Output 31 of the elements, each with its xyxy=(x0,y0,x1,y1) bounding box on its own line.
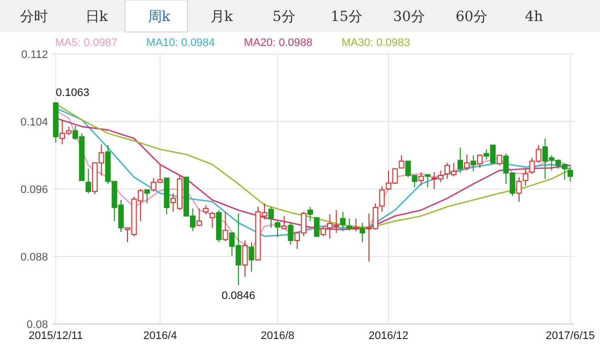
text: MA10: 0.0984 xyxy=(146,37,215,49)
text: 周k xyxy=(148,9,171,25)
text: 5分 xyxy=(272,9,296,25)
y-tick-label: 0.096 xyxy=(20,184,48,196)
text: 60分 xyxy=(456,9,488,25)
x-tick-label: 2016/12 xyxy=(368,330,408,342)
annotation: 0.0846 xyxy=(222,290,256,302)
candlestick xyxy=(248,242,254,272)
x-tick-label: 2015/12/11 xyxy=(28,330,83,342)
text: 15分 xyxy=(330,9,362,25)
annotation: 0.1063 xyxy=(56,87,90,100)
candlestick xyxy=(522,168,528,186)
text: MA30: 0.0983 xyxy=(342,37,410,49)
candlestick xyxy=(242,240,248,278)
y-tick-label: 0.08 xyxy=(26,318,48,331)
text: 日k xyxy=(85,9,108,25)
y-tick-label: 0.104 xyxy=(20,116,48,128)
x-tick-label: 2016/8 xyxy=(260,330,294,342)
text: MA5: 0.0987 xyxy=(55,37,118,49)
text: MA20: 0.0988 xyxy=(244,37,312,49)
x-tick-label: 2017/6/15 xyxy=(546,330,595,342)
text: 分时 xyxy=(20,9,48,25)
y-tick-label: 0.112 xyxy=(21,48,48,61)
text: 30分 xyxy=(393,9,425,25)
candlestick xyxy=(268,206,274,228)
y-tick-label: 0.088 xyxy=(20,251,48,264)
text: 4h xyxy=(525,9,543,25)
candlestick xyxy=(516,176,522,202)
text: 月k xyxy=(210,9,234,25)
candlestick xyxy=(418,172,424,186)
x-tick-label: 2016/4 xyxy=(143,330,177,342)
